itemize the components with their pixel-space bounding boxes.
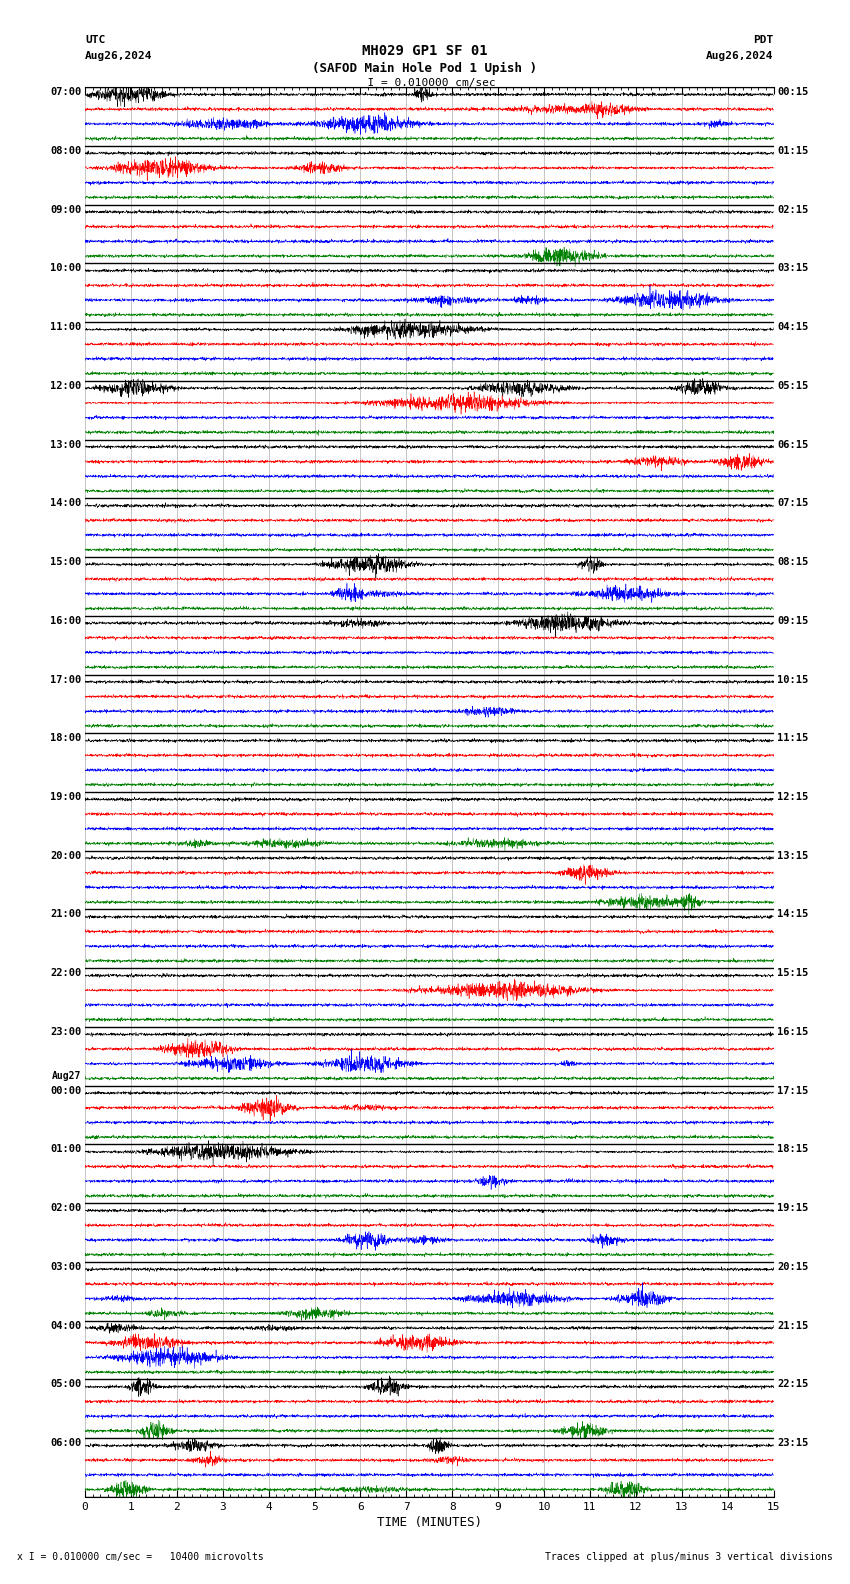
Text: 04:00: 04:00: [50, 1321, 82, 1331]
Text: 05:15: 05:15: [777, 380, 808, 391]
Text: Traces clipped at plus/minus 3 vertical divisions: Traces clipped at plus/minus 3 vertical …: [545, 1552, 833, 1562]
Text: 07:15: 07:15: [777, 499, 808, 508]
Text: 07:00: 07:00: [50, 87, 82, 97]
Text: 04:15: 04:15: [777, 322, 808, 333]
Text: UTC: UTC: [85, 35, 105, 44]
Text: 15:00: 15:00: [50, 558, 82, 567]
Text: 23:00: 23:00: [50, 1026, 82, 1038]
Text: 01:00: 01:00: [50, 1144, 82, 1155]
Text: 22:15: 22:15: [777, 1380, 808, 1389]
Text: 18:00: 18:00: [50, 733, 82, 743]
Text: 14:15: 14:15: [777, 909, 808, 919]
Text: PDT: PDT: [753, 35, 774, 44]
Text: 20:00: 20:00: [50, 851, 82, 860]
Text: 12:15: 12:15: [777, 792, 808, 802]
Text: 11:15: 11:15: [777, 733, 808, 743]
Text: MH029 GP1 SF 01: MH029 GP1 SF 01: [362, 44, 488, 59]
Text: 10:00: 10:00: [50, 263, 82, 274]
Text: 00:15: 00:15: [777, 87, 808, 97]
Text: 19:00: 19:00: [50, 792, 82, 802]
Text: 08:00: 08:00: [50, 146, 82, 155]
Text: 20:15: 20:15: [777, 1262, 808, 1272]
Text: 13:00: 13:00: [50, 440, 82, 450]
Text: (SAFOD Main Hole Pod 1 Upish ): (SAFOD Main Hole Pod 1 Upish ): [313, 62, 537, 74]
Text: 15:15: 15:15: [777, 968, 808, 979]
Text: 12:00: 12:00: [50, 380, 82, 391]
Text: 03:00: 03:00: [50, 1262, 82, 1272]
Text: 14:00: 14:00: [50, 499, 82, 508]
Text: 03:15: 03:15: [777, 263, 808, 274]
Text: Aug26,2024: Aug26,2024: [85, 51, 152, 60]
Text: 02:00: 02:00: [50, 1204, 82, 1213]
Text: 00:00: 00:00: [50, 1085, 82, 1096]
Text: Aug26,2024: Aug26,2024: [706, 51, 774, 60]
Text: 01:15: 01:15: [777, 146, 808, 155]
Text: 22:00: 22:00: [50, 968, 82, 979]
Text: x I = 0.010000 cm/sec =   10400 microvolts: x I = 0.010000 cm/sec = 10400 microvolts: [17, 1552, 264, 1562]
Text: 21:00: 21:00: [50, 909, 82, 919]
Text: 23:15: 23:15: [777, 1438, 808, 1448]
Text: 06:15: 06:15: [777, 440, 808, 450]
X-axis label: TIME (MINUTES): TIME (MINUTES): [377, 1516, 482, 1529]
Text: 08:15: 08:15: [777, 558, 808, 567]
Text: 17:15: 17:15: [777, 1085, 808, 1096]
Text: I = 0.010000 cm/sec: I = 0.010000 cm/sec: [354, 78, 496, 87]
Text: 21:15: 21:15: [777, 1321, 808, 1331]
Text: 09:15: 09:15: [777, 616, 808, 626]
Text: 02:15: 02:15: [777, 204, 808, 214]
Text: 05:00: 05:00: [50, 1380, 82, 1389]
Text: 18:15: 18:15: [777, 1144, 808, 1155]
Text: Aug27: Aug27: [52, 1071, 82, 1080]
Text: 06:00: 06:00: [50, 1438, 82, 1448]
Text: 10:15: 10:15: [777, 675, 808, 684]
Text: 19:15: 19:15: [777, 1204, 808, 1213]
Text: 11:00: 11:00: [50, 322, 82, 333]
Text: 17:00: 17:00: [50, 675, 82, 684]
Text: 16:00: 16:00: [50, 616, 82, 626]
Text: 16:15: 16:15: [777, 1026, 808, 1038]
Text: 13:15: 13:15: [777, 851, 808, 860]
Text: 09:00: 09:00: [50, 204, 82, 214]
